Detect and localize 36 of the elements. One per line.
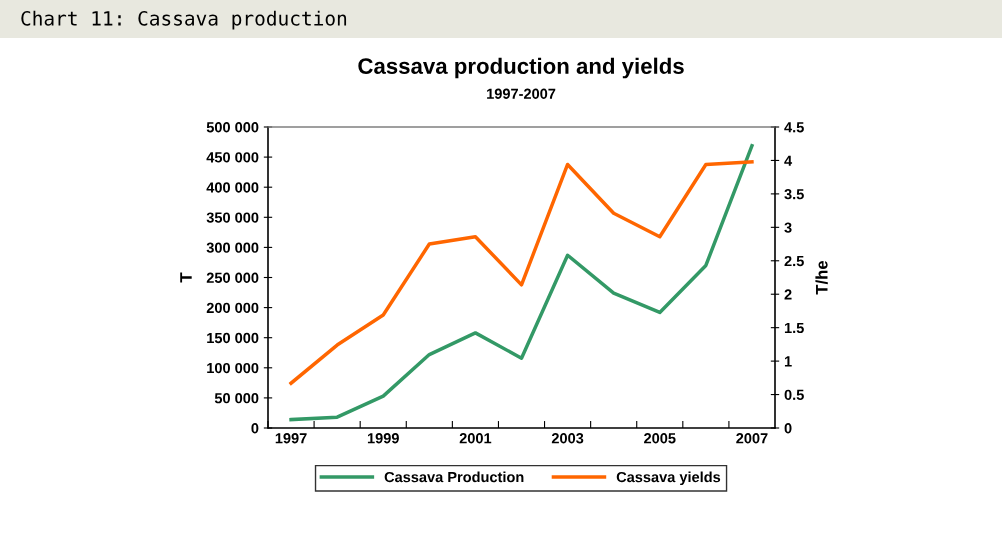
line-series: [289, 160, 754, 385]
y2-tick-label: 0: [784, 423, 792, 434]
y-tick-label: 250 000: [206, 272, 259, 283]
y2-tick-label: 4.5: [784, 122, 804, 133]
legend-label: Cassava yields: [616, 471, 721, 486]
y-tick-label: 300 000: [206, 242, 259, 253]
y2-tick-label: 2.5: [784, 255, 804, 267]
chart-subtitle: 1997-2007: [487, 88, 556, 99]
y-tick-label: 150 000: [207, 332, 259, 344]
y-tick-label: 0: [251, 423, 259, 434]
y-tick-label: 50 000: [214, 393, 259, 404]
x-tick-label: 1999: [367, 433, 399, 444]
y2-tick-label: 1: [784, 356, 792, 367]
y-axis-title: T: [180, 272, 192, 283]
y2-tick-label: 0.5: [784, 389, 804, 400]
line-series: [289, 143, 754, 422]
legend-label: Cassava Production: [384, 471, 524, 483]
x-tick-label: 1997: [275, 433, 307, 444]
y-tick-label: 200 000: [206, 302, 259, 314]
y2-tick-label: 2: [784, 289, 792, 300]
y-tick-label: 350 000: [206, 212, 259, 223]
y2-tick-label: 1.5: [784, 322, 804, 334]
y-tick-label: 400 000: [206, 182, 259, 193]
x-tick-label: 2001: [459, 433, 492, 444]
y2-axis-title: T/he: [815, 260, 828, 295]
x-tick-label: 2005: [644, 433, 676, 444]
y2-tick-label: 3: [784, 222, 792, 233]
y-tick-label: 500 000: [206, 122, 259, 133]
y-tick-label: 450 000: [206, 152, 259, 163]
y-tick-label: 100 000: [207, 362, 259, 374]
y2-tick-label: 4: [784, 155, 793, 166]
x-tick-label: 2003: [551, 433, 584, 444]
x-tick-label: 2007: [736, 433, 768, 444]
y2-tick-label: 3.5: [784, 188, 804, 200]
caption: Chart 11: Cassava production: [21, 10, 347, 30]
chart-title: Cassava production and yields: [358, 57, 684, 79]
